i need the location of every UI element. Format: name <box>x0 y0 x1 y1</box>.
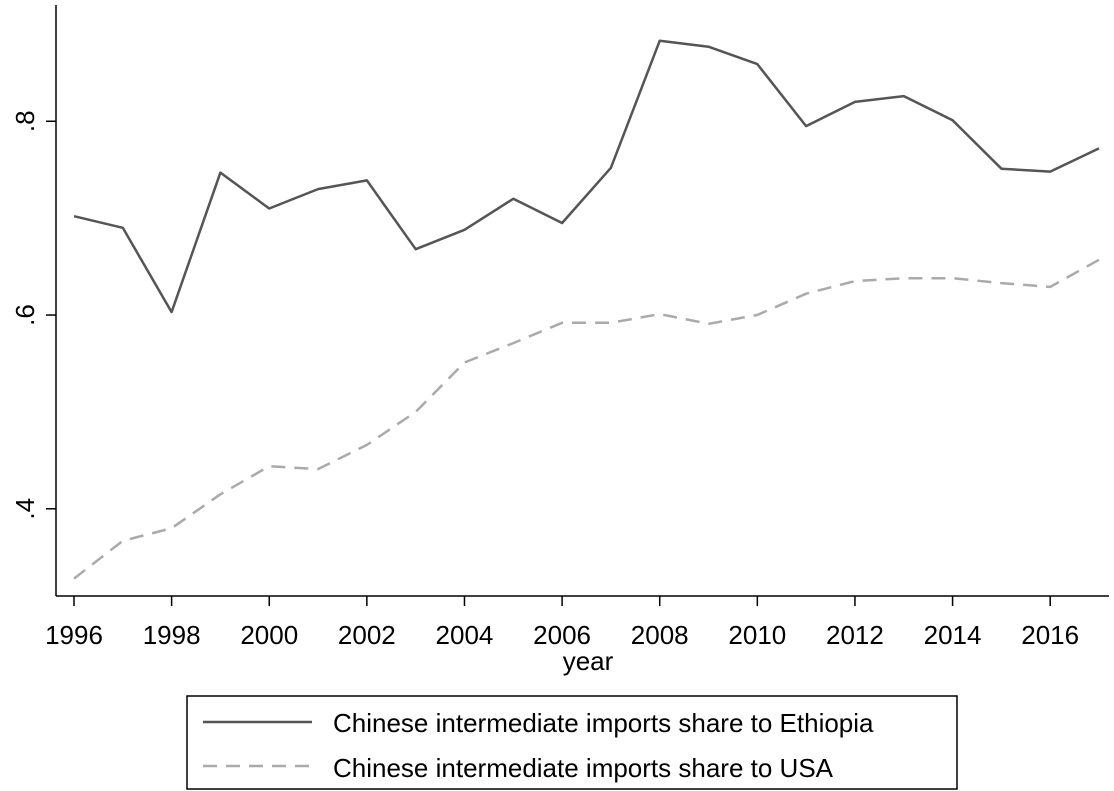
x-axis-title: year <box>563 646 614 676</box>
series-line-usa <box>73 258 1100 580</box>
y-tick-label: .6 <box>10 304 40 326</box>
x-tick-label: 2008 <box>631 620 689 650</box>
legend-label-usa: Chinese intermediate imports share to US… <box>333 753 834 783</box>
y-tick-label: .4 <box>10 498 40 520</box>
legend-box <box>186 695 958 790</box>
x-tick-label: 2012 <box>826 620 884 650</box>
x-tick-label: 2000 <box>240 620 298 650</box>
x-tick-label: 2004 <box>436 620 494 650</box>
x-axis-ticks: 1996 1998 2000 2002 2004 2006 2008 2010 2012 2014… <box>45 596 1079 650</box>
x-tick-label: 2016 <box>1021 620 1079 650</box>
x-tick-label: 1998 <box>143 620 201 650</box>
series-lines <box>73 39 1100 580</box>
x-tick-label: 2014 <box>924 620 982 650</box>
legend-label-ethiopia: Chinese intermediate imports share to Et… <box>333 708 874 738</box>
x-tick-label: 2010 <box>728 620 786 650</box>
x-tick-label: 2006 <box>533 620 591 650</box>
series-line-ethiopia <box>73 39 1100 314</box>
legend: Chinese intermediate imports share to Et… <box>186 695 958 790</box>
y-axis-ticks: .4 .6 .8 <box>10 110 56 520</box>
y-tick-label: .8 <box>10 110 40 132</box>
x-tick-label: 1996 <box>45 620 103 650</box>
plot-area <box>55 5 1109 597</box>
x-tick-label: 2002 <box>338 620 396 650</box>
